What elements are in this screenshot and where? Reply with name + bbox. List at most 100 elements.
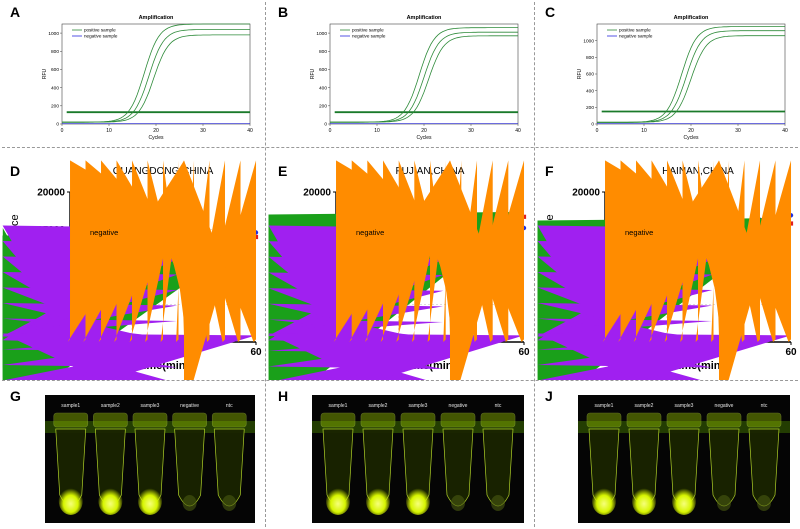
panel-letter-c: C: [545, 4, 556, 20]
fluorescent-liquid: [98, 487, 123, 515]
y-tick-label: 0: [56, 122, 59, 128]
tube-label-sample2: sample2: [635, 403, 654, 409]
legend-marker: [79, 229, 85, 235]
y-axis-label: RFU: [577, 68, 583, 79]
x-tick-label: 40: [515, 128, 521, 134]
legend-label: positive sample: [84, 28, 116, 33]
data-point-negative: [711, 160, 720, 342]
legend-label: negative: [356, 228, 384, 237]
data-point-negative: [427, 160, 451, 342]
tube-cap: [666, 412, 702, 428]
tube-label-ntc: ntc: [495, 403, 502, 409]
tube-photo-drawing: sample1 sample2 sample3 negative ntc: [45, 403, 255, 515]
x-tick-label: 40: [782, 128, 788, 134]
tube-photo-drawing: sample1 sample2 sample3 negative ntc: [312, 403, 524, 515]
y-tick-label: 200: [586, 105, 594, 111]
y-tick-label: 1000: [48, 31, 59, 37]
tube-cap: [360, 412, 396, 428]
tube-cap: [132, 412, 168, 428]
tube-body: [748, 428, 780, 507]
legend-label: negative sample: [84, 34, 118, 39]
clear-liquid: [222, 495, 237, 511]
row-separator-bottom: [2, 380, 798, 381]
tube-label-negative: negative: [180, 403, 199, 409]
chart-title: Amplification: [407, 15, 442, 21]
tube-photo-drawing: sample1 sample2 sample3 negative ntc: [578, 403, 790, 515]
fluorescent-liquid: [138, 487, 162, 515]
tube-cap: [440, 412, 476, 428]
fluorescent-liquid: [58, 487, 83, 515]
y-tick-label: 200: [51, 104, 59, 110]
y-tick-label: 800: [319, 49, 327, 55]
y-tick-label: 0: [591, 122, 594, 128]
x-tick-label: 30: [468, 128, 474, 134]
y-tick-label: 600: [319, 67, 327, 73]
y-axis-label: RFU: [42, 68, 48, 79]
tube-cap: [172, 412, 207, 428]
tube-photo-g: sample1 sample2 sample3 negative ntc: [45, 395, 255, 523]
y-tick-label: 0: [324, 122, 327, 128]
y-tick-label: 800: [51, 49, 59, 55]
x-axis-label: Cycles: [416, 135, 432, 140]
y-axis-label: RFU: [310, 68, 316, 79]
clear-liquid: [717, 495, 731, 511]
tube-photo-h: sample1 sample2 sample3 negative ntc: [312, 395, 524, 523]
chart-title: Amplification: [139, 15, 174, 21]
tube-label-sample3: sample3: [409, 403, 428, 409]
tube-label-sample2: sample2: [369, 403, 388, 409]
y-tick-label: 600: [51, 67, 59, 73]
y-tick-label: 800: [586, 55, 594, 61]
x-axis-label: Cycles: [683, 135, 699, 140]
tube-body: [174, 428, 205, 507]
clear-liquid: [491, 495, 505, 511]
y-tick-label: 20000: [37, 188, 65, 199]
rfu-chart-hainan: HAINAN,CHINA020406005000100001500020000T…: [537, 160, 797, 380]
tube-label-negative: negative: [449, 403, 468, 409]
chart-title: Amplification: [674, 15, 709, 21]
tube-label-sample2: sample2: [101, 403, 120, 409]
data-point-negative: [443, 160, 451, 342]
y-tick-label: 600: [586, 72, 594, 78]
x-tick-label: 60: [250, 347, 262, 358]
data-point-negative: [176, 160, 185, 342]
tube-cap: [626, 412, 662, 428]
data-point-negative: [695, 160, 720, 342]
x-axis-label: Cycles: [148, 135, 164, 140]
legend-label: positive sample: [352, 28, 384, 33]
tube-label-ntc: ntc: [226, 403, 233, 409]
positive-sample-curve: [330, 35, 518, 123]
fluorescent-liquid: [672, 487, 696, 515]
panel-letter-a: A: [10, 4, 21, 20]
data-point-negative: [719, 160, 792, 380]
tube-label-sample3: sample3: [675, 403, 694, 409]
clear-liquid: [182, 495, 197, 511]
x-tick-label: 20: [153, 128, 159, 134]
x-tick-label: 20: [688, 128, 694, 134]
data-point-negative: [160, 160, 185, 342]
x-tick-label: 60: [785, 347, 797, 358]
y-tick-label: 200: [319, 104, 327, 110]
fluorescent-liquid: [592, 487, 616, 515]
x-tick-label: 20: [421, 128, 427, 134]
rfu-chart-fujian: FUJIAN,CHINA020406005000100001500020000T…: [268, 160, 530, 380]
rfu-chart-guangdong: GUANGDONG,CHINA0204060050001000015000200…: [2, 160, 262, 380]
x-tick-label: 0: [596, 128, 599, 134]
x-tick-label: 10: [641, 128, 647, 134]
tube-cap: [211, 412, 247, 428]
positive-sample-curve: [62, 34, 250, 123]
y-tick-label: 1000: [583, 38, 594, 44]
x-tick-label: 10: [374, 128, 380, 134]
x-tick-label: 60: [518, 347, 530, 358]
positive-sample-curve: [597, 35, 785, 123]
fluorescent-liquid: [406, 487, 430, 515]
tube-photo-j: sample1 sample2 sample3 negative ntc: [578, 395, 790, 523]
y-tick-label: 400: [586, 88, 594, 94]
row-separator-top: [2, 147, 798, 148]
tube-body: [708, 428, 740, 507]
tube-cap: [706, 412, 742, 428]
plot-frame: [61, 23, 251, 125]
column-separator-left: [265, 2, 266, 527]
